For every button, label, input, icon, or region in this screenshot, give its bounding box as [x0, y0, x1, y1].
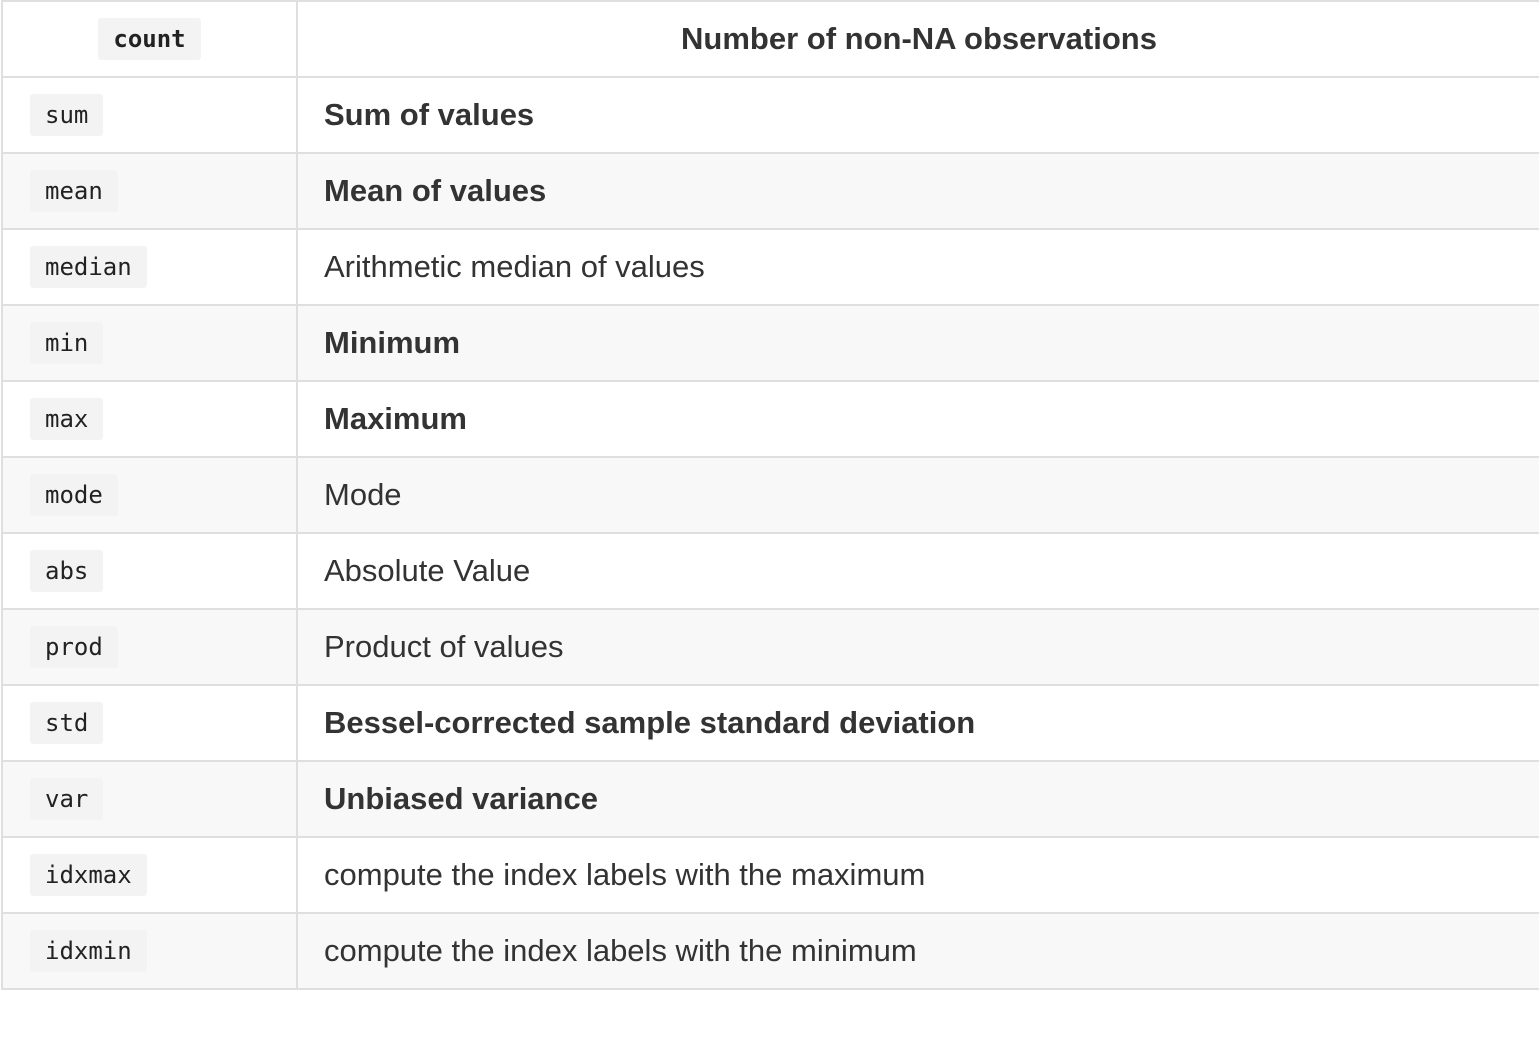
header-row: count Number of non-NA observations: [1, 0, 1539, 78]
function-description-cell: Sum of values: [296, 76, 1539, 154]
function-description: Product of values: [324, 629, 564, 664]
function-name-cell: std: [1, 684, 298, 762]
table-row: var Unbiased variance: [1, 760, 1539, 838]
function-description-cell: Minimum: [296, 304, 1539, 382]
function-description-cell: compute the index labels with the maximu…: [296, 836, 1539, 914]
function-code: std: [30, 702, 104, 744]
function-description-cell: Bessel-corrected sample standard deviati…: [296, 684, 1539, 762]
function-name-cell: median: [1, 228, 298, 306]
function-code: min: [30, 322, 104, 364]
function-name-cell: max: [1, 380, 298, 458]
function-code: idxmax: [30, 854, 147, 896]
function-description-cell: Maximum: [296, 380, 1539, 458]
function-name-cell: mode: [1, 456, 298, 534]
table-row: mode Mode: [1, 456, 1539, 534]
function-name-cell: sum: [1, 76, 298, 154]
function-description-cell: Mode: [296, 456, 1539, 534]
function-description-cell: Unbiased variance: [296, 760, 1539, 838]
function-description: compute the index labels with the minimu…: [324, 933, 917, 968]
function-code: median: [30, 246, 147, 288]
function-name-cell: mean: [1, 152, 298, 230]
function-description-cell: Arithmetic median of values: [296, 228, 1539, 306]
function-description: Maximum: [324, 401, 467, 436]
function-description: Mean of values: [324, 173, 547, 208]
function-description: Minimum: [324, 325, 461, 360]
function-description-cell: Product of values: [296, 608, 1539, 686]
function-name-cell: var: [1, 760, 298, 838]
table-row: idxmax compute the index labels with the…: [1, 836, 1539, 914]
function-name-cell: min: [1, 304, 298, 382]
function-description-cell: Absolute Value: [296, 532, 1539, 610]
function-name-cell: idxmax: [1, 836, 298, 914]
function-code: mode: [30, 474, 118, 516]
table-row: abs Absolute Value: [1, 532, 1539, 610]
function-name-cell: abs: [1, 532, 298, 610]
function-description-cell: Mean of values: [296, 152, 1539, 230]
function-code: mean: [30, 170, 118, 212]
function-description-cell: compute the index labels with the minimu…: [296, 912, 1539, 990]
function-code: max: [30, 398, 104, 440]
table-header: count Number of non-NA observations: [1, 0, 1539, 78]
table-row: mean Mean of values: [1, 152, 1539, 230]
header-function-code: count: [98, 18, 201, 60]
function-code: idxmin: [30, 930, 147, 972]
table-row: min Minimum: [1, 304, 1539, 382]
header-name-cell: count: [1, 0, 298, 78]
function-description: Sum of values: [324, 97, 535, 132]
function-code: abs: [30, 550, 104, 592]
function-description: Arithmetic median of values: [324, 249, 705, 284]
function-description: Unbiased variance: [324, 781, 598, 816]
table-row: max Maximum: [1, 380, 1539, 458]
function-description: compute the index labels with the maximu…: [324, 857, 926, 892]
function-code: sum: [30, 94, 104, 136]
table-row: median Arithmetic median of values: [1, 228, 1539, 306]
header-description-cell: Number of non-NA observations: [296, 0, 1539, 78]
table-row: sum Sum of values: [1, 76, 1539, 154]
function-description: Mode: [324, 477, 402, 512]
function-description: Bessel-corrected sample standard deviati…: [324, 705, 976, 740]
function-code: prod: [30, 626, 118, 668]
function-code: var: [30, 778, 104, 820]
function-name-cell: idxmin: [1, 912, 298, 990]
function-table: count Number of non-NA observations sum …: [1, 0, 1539, 990]
table-row: std Bessel-corrected sample standard dev…: [1, 684, 1539, 762]
function-description: Absolute Value: [324, 553, 531, 588]
table-row: prod Product of values: [1, 608, 1539, 686]
function-name-cell: prod: [1, 608, 298, 686]
table-row: idxmin compute the index labels with the…: [1, 912, 1539, 990]
table-body: sum Sum of values mean Mean of values me…: [1, 76, 1539, 990]
